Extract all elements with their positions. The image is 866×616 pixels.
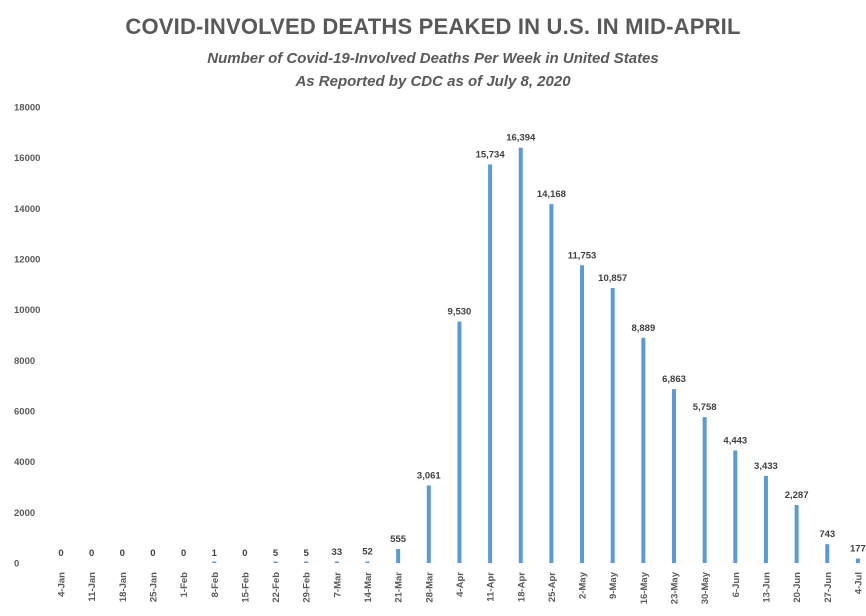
data-label: 0 — [120, 548, 125, 559]
y-tick-label: 10000 — [14, 305, 40, 316]
data-label: 9,530 — [448, 307, 472, 318]
bar — [457, 321, 462, 563]
bar — [794, 505, 799, 563]
data-label: 15,734 — [476, 149, 506, 160]
x-tick-label: 29-Feb — [302, 572, 313, 603]
x-tick-label: 20-Jun — [792, 572, 803, 603]
bar — [763, 476, 768, 563]
data-label: 2,287 — [785, 490, 809, 501]
bar — [334, 561, 339, 563]
y-tick-label: 18000 — [14, 103, 40, 114]
data-label: 0 — [181, 548, 186, 559]
y-tick-label: 16000 — [14, 153, 40, 164]
data-label: 0 — [58, 548, 63, 559]
chart-subtitle-line-1: Number of Covid-19-Involved Deaths Per W… — [207, 50, 659, 67]
x-tick-label: 2-May — [578, 571, 589, 599]
data-label: 3,061 — [417, 470, 441, 481]
bar — [549, 204, 554, 563]
bar — [855, 558, 860, 563]
data-label: 14,168 — [537, 189, 566, 200]
x-tick-label: 14-Mar — [363, 572, 374, 603]
data-label: 10,857 — [598, 273, 627, 284]
x-tick-label: 4-Apr — [455, 572, 466, 597]
bar — [273, 561, 278, 563]
data-label: 0 — [150, 548, 155, 559]
data-label: 11,753 — [568, 250, 597, 261]
chart-subtitle-line-2: As Reported by CDC as of July 8, 2020 — [295, 73, 571, 90]
bar — [365, 561, 370, 563]
x-tick-label: 4-Jul — [853, 572, 864, 594]
data-label: 33 — [332, 547, 343, 558]
data-label: 177 — [850, 544, 866, 555]
x-tick-label: 7-Mar — [332, 572, 343, 598]
x-tick-label: 1-Feb — [179, 572, 190, 598]
x-tick-label: 27-Jun — [823, 572, 834, 603]
x-tick-label: 6-Jun — [731, 572, 742, 598]
data-label: 52 — [362, 547, 373, 558]
x-tick-label: 21-Mar — [394, 572, 405, 603]
bar — [672, 389, 676, 563]
x-tick-label: 4-Jan — [57, 572, 68, 597]
bar — [580, 265, 585, 563]
data-label: 5 — [304, 548, 310, 559]
y-tick-label: 4000 — [14, 457, 35, 468]
y-tick-label: 12000 — [14, 255, 40, 266]
data-label: 5 — [273, 548, 279, 559]
x-tick-label: 15-Feb — [240, 572, 251, 603]
y-tick-label: 8000 — [14, 356, 35, 367]
y-tick-label: 2000 — [14, 508, 35, 519]
x-tick-label: 11-Apr — [486, 572, 497, 602]
x-tick-label: 9-May — [608, 571, 619, 599]
data-label: 555 — [390, 534, 407, 545]
bar — [212, 561, 217, 563]
data-label: 8,889 — [631, 323, 655, 334]
data-label: 0 — [242, 548, 247, 559]
x-tick-label: 18-Jan — [118, 572, 129, 602]
chart-title: COVID-INVOLVED DEATHS PEAKED IN U.S. IN … — [125, 14, 741, 39]
x-tick-label: 13-Jun — [761, 572, 772, 603]
x-tick-label: 8-Feb — [210, 572, 221, 598]
bar — [610, 287, 615, 563]
y-tick-label: 0 — [14, 559, 19, 570]
x-tick-label: 23-May — [670, 571, 681, 604]
x-tick-label: 25-Apr — [547, 572, 558, 602]
data-label: 16,394 — [506, 133, 536, 144]
x-tick-label: 30-May — [700, 571, 711, 604]
x-tick-label: 11-Jan — [87, 572, 98, 602]
bar — [825, 544, 830, 563]
y-tick-label: 14000 — [14, 204, 40, 215]
x-tick-label: 28-Mar — [424, 572, 435, 603]
data-label: 5,758 — [693, 402, 717, 413]
data-label: 3,433 — [754, 461, 778, 472]
data-label: 0 — [89, 548, 94, 559]
y-tick-label: 6000 — [14, 407, 35, 418]
bar — [488, 164, 493, 563]
bar — [641, 337, 646, 563]
x-tick-label: 25-Jan — [148, 572, 159, 602]
bar — [396, 548, 401, 563]
data-label: 6,863 — [662, 374, 686, 385]
bar — [426, 485, 431, 563]
bar — [733, 450, 738, 563]
x-tick-label: 18-Apr — [516, 572, 527, 602]
x-tick-label: 16-May — [639, 571, 650, 604]
bar — [304, 561, 309, 563]
bar — [702, 417, 707, 563]
data-label: 743 — [819, 529, 835, 540]
data-label: 1 — [212, 548, 218, 559]
x-tick-label: 22-Feb — [271, 572, 282, 603]
data-label: 4,443 — [723, 435, 747, 446]
bar — [518, 147, 523, 563]
